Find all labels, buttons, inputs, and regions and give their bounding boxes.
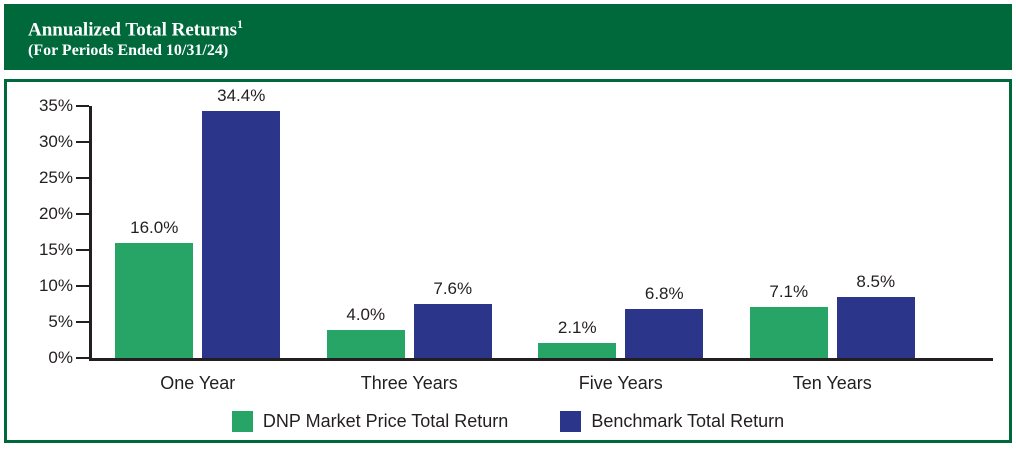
bar: 34.4% [202, 86, 281, 359]
footnote-marker: 1 [237, 17, 244, 31]
y-tick-label: 10% [38, 276, 73, 296]
legend-swatch [231, 411, 253, 433]
plot-area: 16.0% 34.4% 4.0% 7.6% 2.1% 6.8% 7.1% 8.5% [76, 86, 993, 362]
y-tick-label: 15% [38, 240, 73, 260]
bar-group: 16.0% 34.4% [115, 86, 281, 359]
y-tick-mark [76, 249, 89, 252]
legend-item: DNP Market Price Total Return [231, 411, 509, 433]
y-tick-label: 25% [38, 168, 73, 188]
y-tick-mark [76, 321, 89, 324]
bar-groups: 16.0% 34.4% 4.0% 7.6% 2.1% 6.8% 7.1% 8.5% [92, 86, 938, 359]
legend-label: DNP Market Price Total Return [262, 411, 509, 432]
bar: 7.1% [749, 282, 828, 359]
bar-value-label: 8.5% [856, 272, 896, 292]
x-category-label: Ten Years [792, 373, 872, 394]
y-axis-labels: 0% 5% 10% 15% 20% 25% 30% 35% [17, 96, 73, 367]
y-tick-label: 5% [48, 312, 73, 332]
y-tick-mark [76, 285, 89, 288]
legend-label: Benchmark Total Return [591, 411, 785, 432]
bar-group: 7.1% 8.5% [749, 272, 915, 359]
x-category-label: Five Years [578, 373, 663, 394]
bar-value-label: 4.0% [346, 304, 386, 324]
y-tick-mark [76, 141, 89, 144]
chart-header: Annualized Total Returns1 (For Periods E… [4, 4, 1012, 71]
bar-group: 2.1% 6.8% [538, 284, 704, 359]
y-tick-mark [76, 357, 89, 360]
x-axis-labels: One Year Three Years Five Years Ten Years [92, 373, 938, 394]
bar-group: 4.0% 7.6% [326, 279, 492, 359]
chart-area: 0% 5% 10% 15% 20% 25% 30% 35% 16.0% 34.4% 4.0% 7.6… [7, 82, 1009, 367]
bar-value-label: 7.1% [769, 282, 809, 302]
legend-item: Benchmark Total Return [560, 411, 785, 433]
y-tick-label: 20% [38, 204, 73, 224]
bar-value-label: 6.8% [644, 284, 684, 304]
y-tick-mark [76, 213, 89, 216]
x-category-label: One Year [160, 373, 236, 394]
y-tick-mark [76, 177, 89, 180]
bar-value-label: 7.6% [433, 278, 473, 298]
bar-value-label: 16.0% [130, 218, 179, 238]
bar: 8.5% [836, 272, 915, 359]
bar: 2.1% [538, 318, 617, 359]
bar: 4.0% [326, 305, 405, 359]
legend-swatch [560, 411, 582, 433]
legend: DNP Market Price Total Return Benchmark T… [7, 411, 1009, 433]
chart-panel: 0% 5% 10% 15% 20% 25% 30% 35% 16.0% 34.4% 4.0% 7.6… [4, 79, 1012, 444]
bar: 7.6% [413, 279, 492, 359]
page-title-text: Annualized Total Returns [28, 19, 238, 41]
bar-value-label: 34.4% [217, 85, 266, 105]
y-tick-label: 0% [48, 348, 73, 368]
y-tick-label: 30% [38, 132, 73, 152]
bar: 16.0% [115, 218, 194, 359]
y-tick-mark [76, 105, 89, 108]
bar: 6.8% [625, 284, 704, 359]
page-subtitle: (For Periods Ended 10/31/24) [28, 42, 229, 60]
y-tick-label: 35% [38, 96, 73, 116]
x-category-label: Three Years [360, 373, 458, 394]
bar-value-label: 2.1% [557, 318, 597, 338]
page-title: Annualized Total Returns1 [28, 13, 1002, 41]
